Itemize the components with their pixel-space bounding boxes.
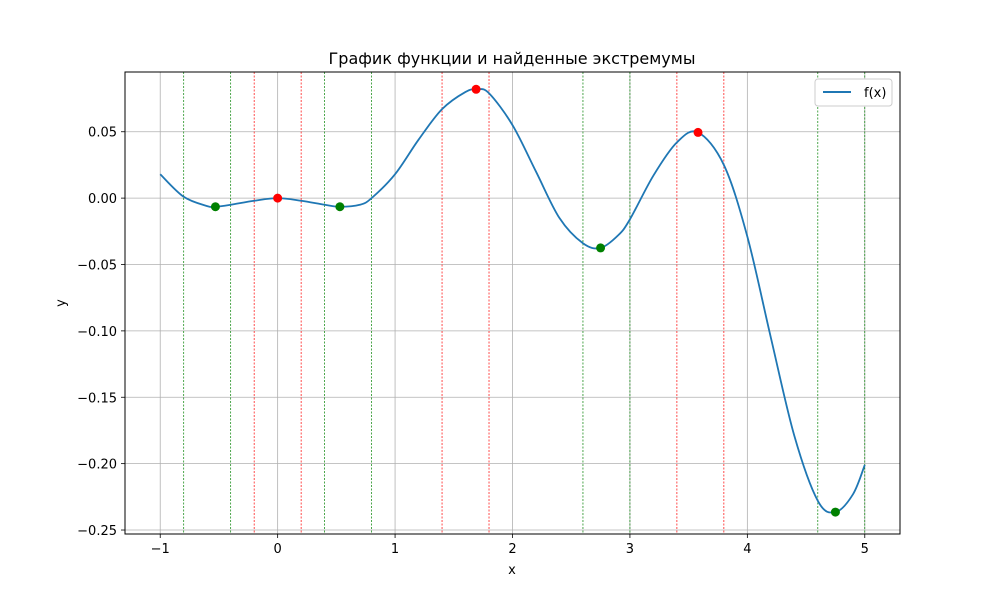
y-ticks: −0.25 −0.20 −0.15 −0.10 −0.05 0.00 0.05: [77, 126, 125, 539]
x-tick-label: 5: [861, 542, 869, 557]
y-tick-label: −0.10: [77, 325, 117, 340]
minimum-point: [335, 202, 345, 212]
x-tick-label: −1: [151, 542, 170, 557]
legend: f(x): [814, 78, 893, 107]
extrema-points: [210, 84, 840, 517]
x-tick-label: 3: [626, 542, 634, 557]
x-tick-label: 0: [274, 542, 282, 557]
x-tick-label: 2: [508, 542, 516, 557]
legend-label: f(x): [864, 86, 886, 101]
y-tick-label: 0.05: [88, 126, 117, 141]
x-tick-label: 1: [391, 542, 399, 557]
y-tick-label: −0.15: [77, 391, 117, 406]
minimum-point: [210, 202, 220, 212]
grid: [125, 72, 900, 534]
y-axis-label: y: [54, 299, 69, 307]
y-tick-label: −0.25: [77, 524, 117, 539]
y-tick-label: −0.05: [77, 259, 117, 274]
y-tick-label: 0.00: [88, 192, 117, 207]
y-tick-label: −0.20: [77, 458, 117, 473]
minimum-point: [830, 507, 840, 517]
x-tick-label: 4: [743, 542, 751, 557]
interval-lines: [183, 72, 866, 534]
x-axis-label: x: [508, 563, 516, 578]
maximum-point: [471, 84, 481, 94]
maximum-point: [693, 127, 703, 137]
x-ticks: −1 0 1 2 3 4 5: [151, 534, 869, 557]
chart-title: График функции и найденные экстремумы: [329, 49, 696, 68]
legend-box: [814, 78, 893, 107]
minimum-point: [596, 243, 606, 253]
maximum-point: [273, 193, 283, 203]
